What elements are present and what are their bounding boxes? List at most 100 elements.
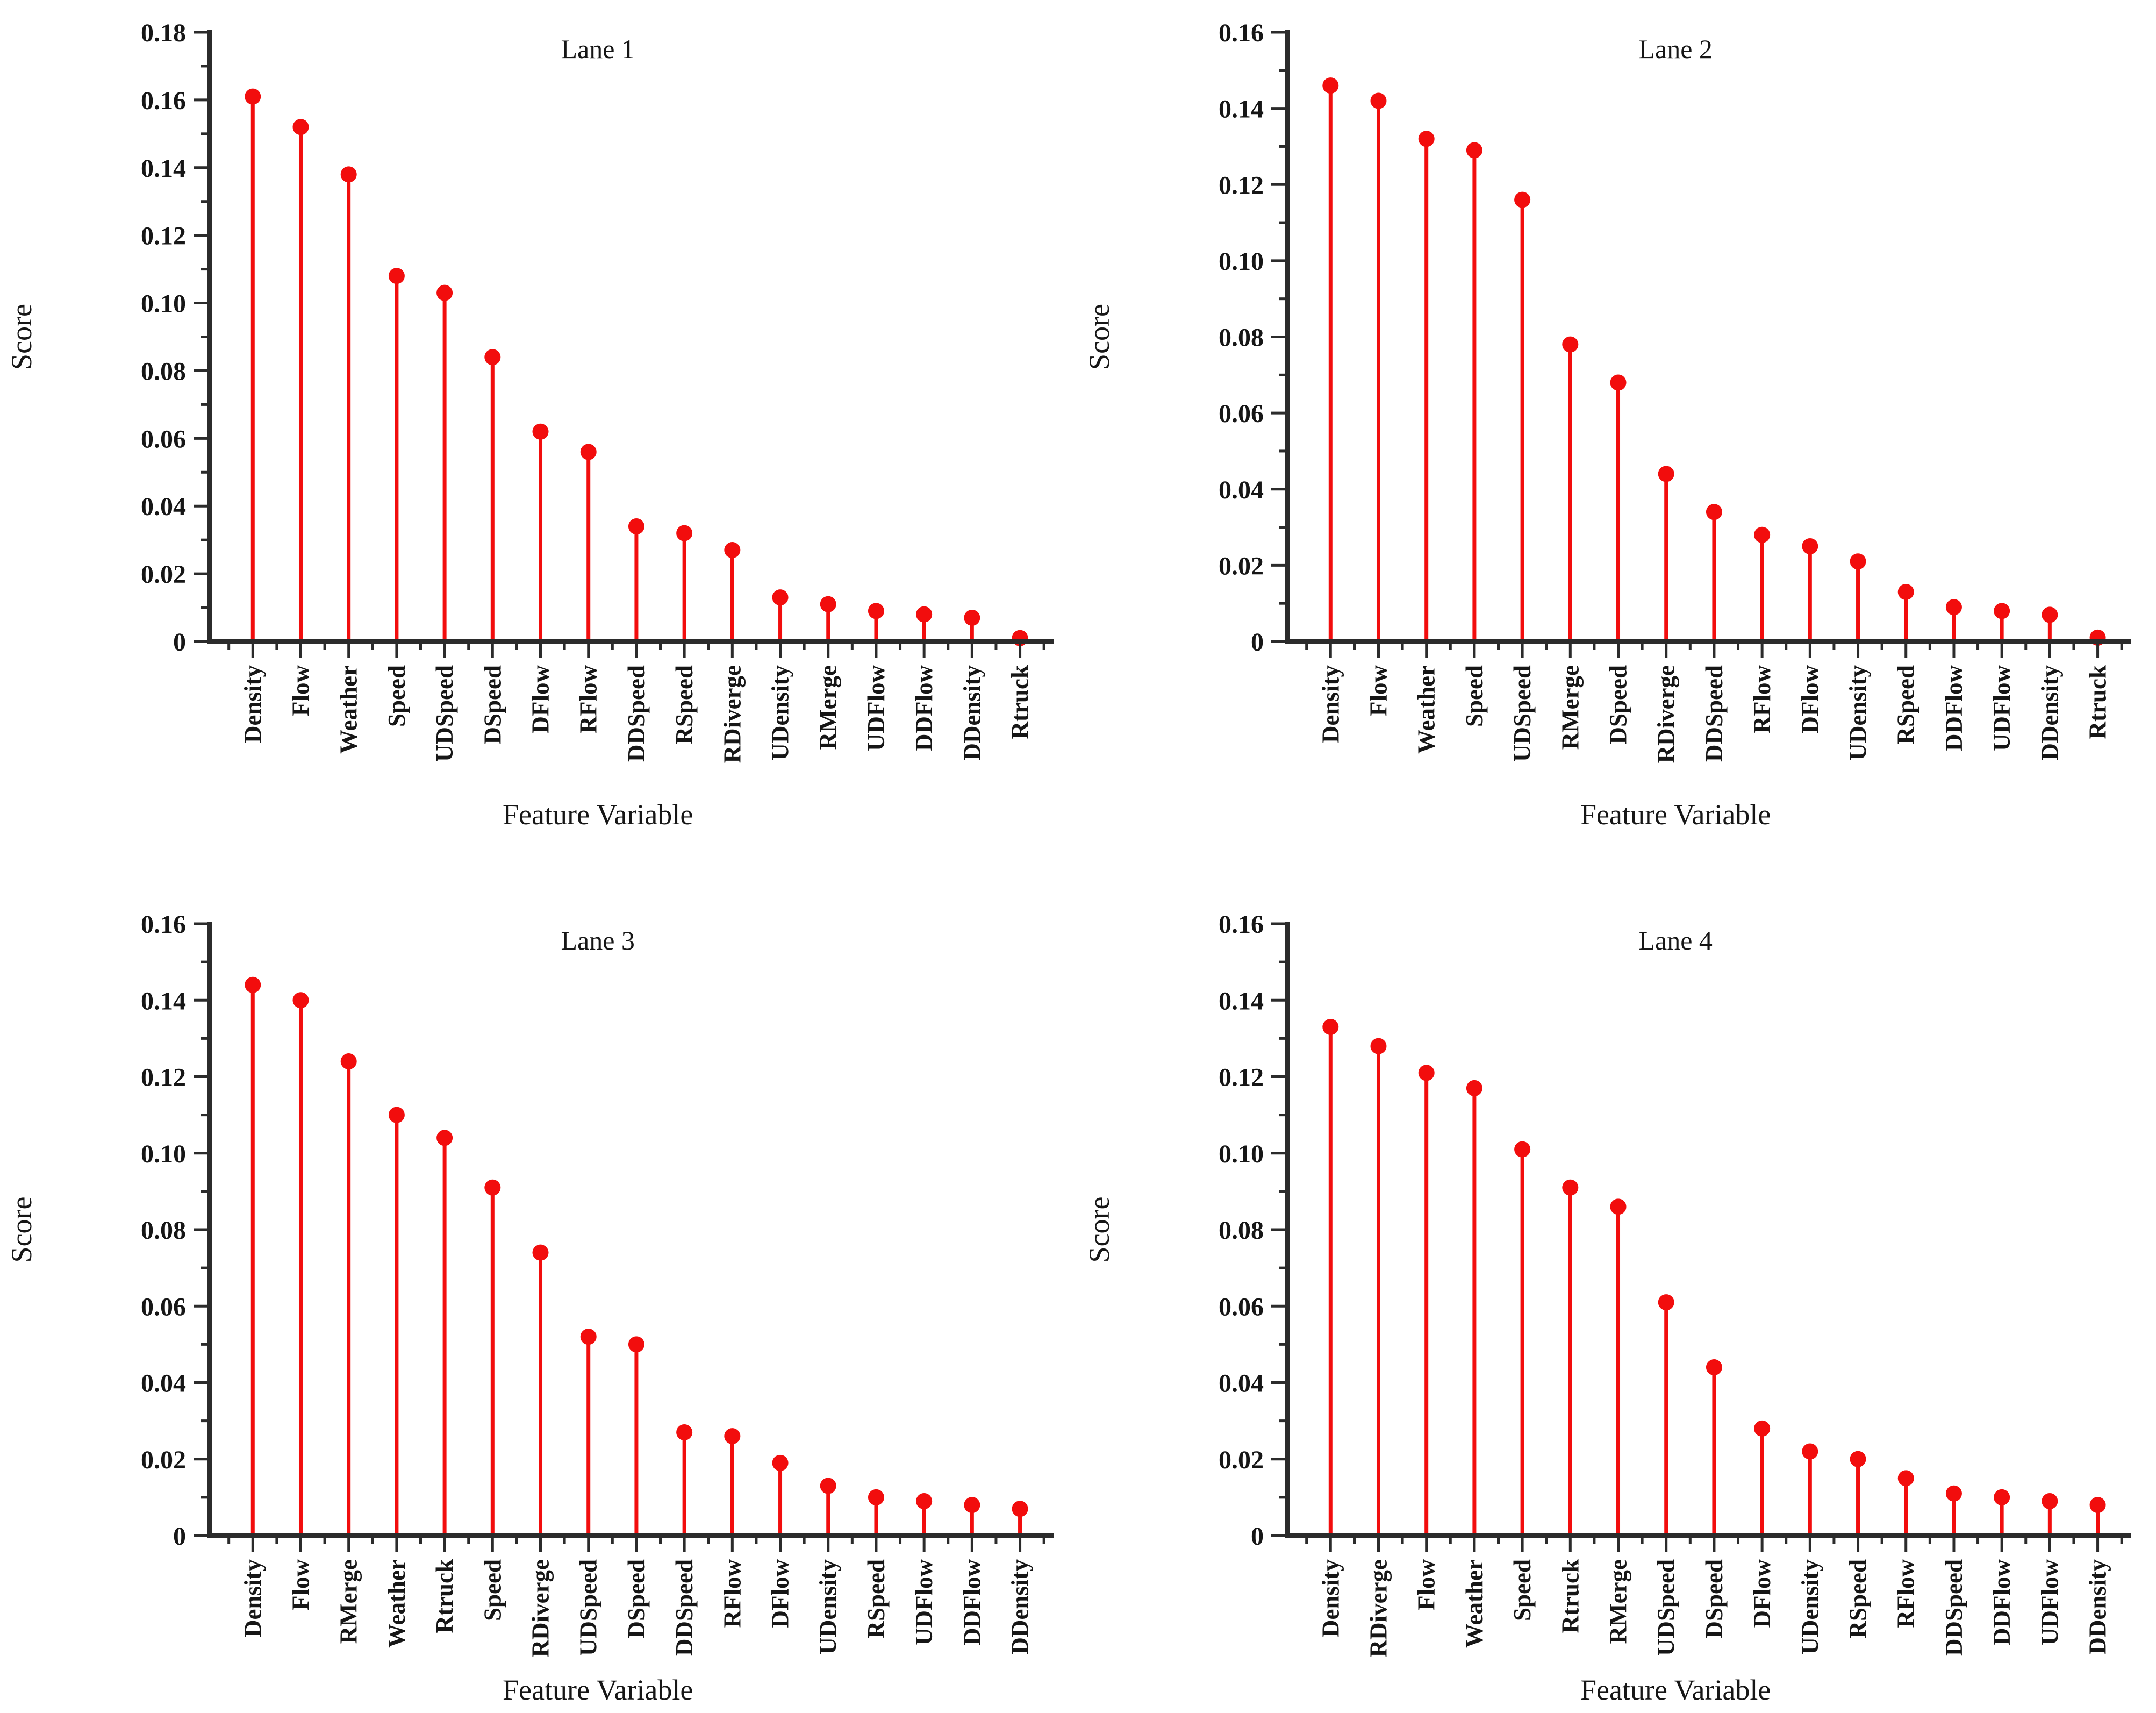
data-point-marker: [772, 1454, 789, 1471]
data-point-marker: [676, 525, 693, 541]
panel-lane-3: 0 0.02 0.04 0.06 0.08 0.10 0.12 0.14 0.16 Density…: [0, 856, 1078, 1713]
x-tick-label: Speed: [1509, 1559, 1536, 1621]
y-tick-label: 0.06: [1219, 1293, 1264, 1321]
data-point-marker: [868, 1489, 884, 1505]
lane-2-chart: 0 0.02 0.04 0.06 0.08 0.10 0.12 0.14 0.16 Density…: [1083, 19, 2131, 831]
x-tick-label: Flow: [287, 665, 314, 716]
y-tick-label: 0.12: [1219, 171, 1264, 199]
x-tick-label: DDensity: [1007, 1559, 1034, 1655]
data-point-marker: [245, 88, 261, 105]
x-tick-label: RFlow: [1893, 1559, 1919, 1628]
y-tick-label: 0.06: [1219, 399, 1264, 428]
data-point-marker: [916, 606, 933, 623]
y-ticks: 0 0.02 0.04 0.06 0.08 0.10 0.12 0.14 0.16: [1219, 910, 1287, 1551]
data-point-marker: [1370, 92, 1387, 109]
data-point-marker: [1466, 1080, 1482, 1096]
x-tick-label: RDiverge: [527, 1559, 554, 1657]
data-point-marker: [2042, 1493, 2058, 1509]
axes: [1285, 922, 2131, 1538]
x-tick-label: Rtruck: [431, 1559, 458, 1633]
axes: [207, 922, 1054, 1538]
data-point-marker: [916, 1493, 933, 1509]
data-point-marker: [1850, 553, 1866, 570]
data-point-marker: [484, 1179, 501, 1196]
x-tick-label: DDFlow: [958, 1559, 985, 1645]
data-point-marker: [1012, 1501, 1028, 1517]
y-axis-title: Score: [5, 1197, 38, 1263]
data-point-marker: [340, 166, 357, 183]
y-tick-label: 0.10: [1219, 247, 1264, 276]
y-tick-label: 0.02: [1219, 552, 1264, 580]
x-tick-label: Rtruck: [2085, 665, 2111, 739]
data-point-marker: [1754, 526, 1771, 543]
y-tick-label: 0.12: [141, 222, 186, 251]
x-tick-label: UDSpeed: [1653, 1559, 1680, 1656]
data-point-marker: [245, 976, 261, 993]
x-tick-label: DSpeed: [1701, 1559, 1728, 1639]
y-tick-label: 0.16: [141, 87, 186, 115]
data-point-marker: [1945, 599, 1962, 616]
x-tick-label: Flow: [287, 1559, 314, 1610]
y-tick-label: 0.02: [1219, 1446, 1264, 1474]
x-tick-label: DSpeed: [623, 1559, 650, 1639]
x-tick-label: Weather: [1461, 1559, 1488, 1648]
data-point-marker: [484, 349, 501, 366]
x-tick-label: RMerge: [1557, 665, 1584, 750]
data-point-marker: [292, 992, 309, 1009]
data-point-marker: [2089, 1497, 2106, 1514]
data-point-marker: [340, 1053, 357, 1070]
x-tick-label: DDFlow: [911, 665, 937, 751]
x-tick-label: RDiverge: [719, 665, 746, 763]
x-tick-label: RSpeed: [1845, 1559, 1872, 1639]
x-ticks: Density Flow Weather Speed UDSpeed DSpeed DFlo…: [227, 641, 1045, 763]
data-point-marker: [1994, 603, 2010, 619]
data-point-marker: [1802, 1443, 1818, 1460]
x-axis-title: Feature Variable: [503, 1674, 693, 1706]
data-point-marker: [628, 518, 644, 534]
data-point-marker: [868, 603, 884, 619]
y-tick-label: 0.06: [141, 1293, 186, 1321]
data-point-marker: [436, 1130, 453, 1146]
y-tick-label: 0.06: [141, 425, 186, 453]
x-tick-label: DSpeed: [1605, 665, 1632, 745]
y-tick-label: 0.16: [1219, 910, 1264, 939]
x-tick-label: RFlow: [1749, 665, 1775, 734]
x-tick-label: UDFlow: [911, 1559, 937, 1645]
x-tick-label: RDiverge: [1653, 665, 1680, 763]
x-tick-label: UDFlow: [1988, 665, 2015, 751]
data-point-marker: [580, 444, 597, 460]
panel-lane-1: 0 0.02 0.04 0.06 0.08 0.10 0.12 0.14 0.16 0.18 Den…: [0, 0, 1078, 856]
x-ticks: Density RDiverge Flow Weather Speed Rtruck RMe…: [1305, 1536, 2123, 1657]
y-tick-label: 0.10: [141, 1140, 186, 1168]
data-point-marker: [1370, 1038, 1387, 1054]
data-point-marker: [772, 589, 789, 606]
x-axis-title: Feature Variable: [1580, 798, 1771, 831]
x-tick-label: UDensity: [1845, 665, 1872, 761]
x-tick-label: UDensity: [815, 1559, 842, 1655]
x-tick-label: Speed: [479, 1559, 506, 1621]
panel-lane-4: 0 0.02 0.04 0.06 0.08 0.10 0.12 0.14 0.16 Density…: [1078, 856, 2156, 1713]
chart-title: Lane 3: [561, 925, 634, 955]
y-tick-label: 0: [173, 1522, 186, 1551]
y-tick-label: 0.14: [1219, 987, 1264, 1015]
data-point-marker: [532, 423, 549, 440]
x-tick-label: Density: [239, 1559, 266, 1637]
y-tick-label: 0: [173, 628, 186, 656]
y-tick-label: 0: [1251, 628, 1264, 656]
y-axis-title: Score: [5, 304, 38, 370]
x-tick-label: Rtruck: [1007, 665, 1034, 739]
data-point-marker: [292, 119, 309, 135]
x-tick-label: DFlow: [1796, 665, 1823, 734]
x-tick-label: RMerge: [1605, 1559, 1632, 1644]
data-point-marker: [628, 1336, 644, 1353]
data-point-marker: [1562, 336, 1579, 353]
data-point-marker: [436, 284, 453, 301]
lane-3-chart: 0 0.02 0.04 0.06 0.08 0.10 0.12 0.14 0.16 Density…: [5, 910, 1054, 1706]
data-point-marker: [1562, 1179, 1579, 1196]
data-point-marker: [1897, 583, 1914, 600]
x-tick-label: RFlow: [719, 1559, 746, 1628]
y-tick-label: 0.14: [1219, 95, 1264, 124]
stem-series: [1322, 1019, 2106, 1536]
data-point-marker: [1418, 131, 1435, 147]
chart-title: Lane 2: [1638, 34, 1712, 64]
